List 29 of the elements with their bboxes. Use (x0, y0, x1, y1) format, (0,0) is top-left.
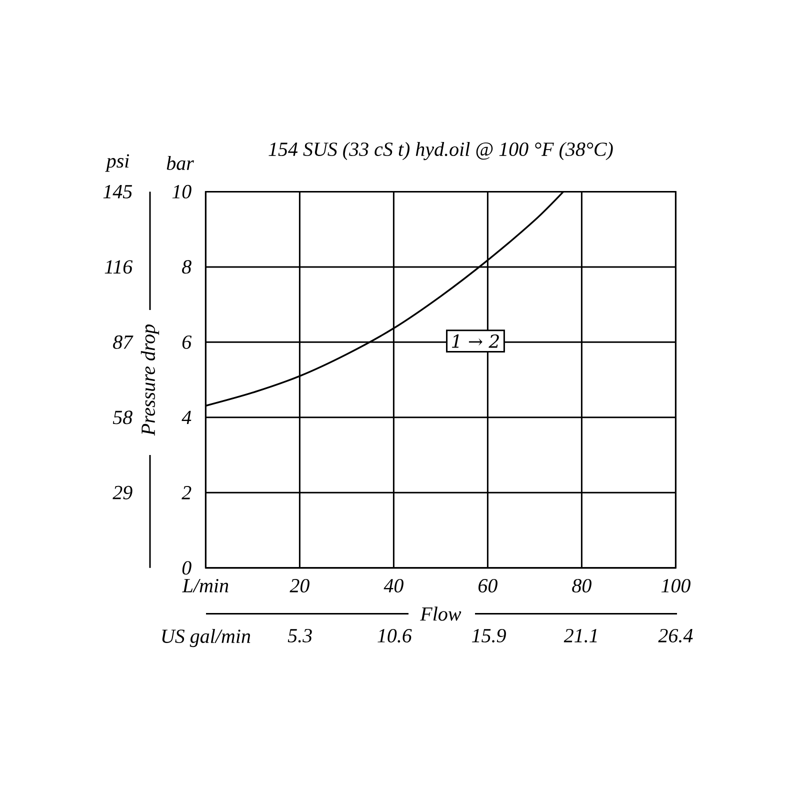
x2-tick-label: 26.4 (658, 628, 693, 642)
y2-tick-label: 58 (112, 410, 132, 424)
text: psi (105, 154, 130, 172)
x2-tick-label: 5.3 (288, 628, 312, 642)
y-tick-label: 8 (182, 260, 192, 274)
y2-tick-label: 87 (113, 335, 134, 349)
x2-tick-label: 10.6 (378, 628, 412, 643)
x-tick-label: 40 (384, 578, 404, 592)
annotation: 1 → 2 (452, 334, 499, 348)
x-tick-label: 60 (478, 578, 498, 592)
x2-tick-label: 21.1 (564, 628, 597, 642)
y-tick-label: 4 (182, 410, 192, 424)
chart-title: 154 SUS (33 cS t) hyd.oil @ 100 °F (38°C) (268, 142, 613, 160)
x-axis-title: Flow (420, 606, 462, 621)
y-tick-label: 6 (182, 335, 192, 349)
x-tick-label: 20 (290, 578, 310, 592)
y-tick-label: 2 (182, 486, 192, 500)
y2-tick-label: 116 (104, 260, 133, 274)
text: bar (166, 156, 194, 170)
x2-tick-label: US gal/min (162, 628, 250, 648)
x-tick-label: L/min (182, 578, 228, 592)
y-tick-label: 0 (182, 561, 192, 575)
y2-tick-label: 145 (103, 184, 132, 198)
x-tick-label: 80 (572, 578, 592, 592)
x-tick-label: 100 (661, 578, 690, 592)
x2-tick-label: 15.9 (472, 628, 506, 642)
y2-axis-title: Pressure drop (140, 324, 160, 436)
y-tick-label: 10 (172, 184, 192, 198)
y2-tick-label: 29 (112, 486, 132, 500)
